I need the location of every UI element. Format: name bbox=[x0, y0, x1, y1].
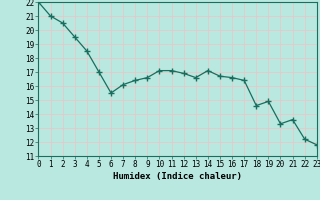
X-axis label: Humidex (Indice chaleur): Humidex (Indice chaleur) bbox=[113, 172, 242, 181]
